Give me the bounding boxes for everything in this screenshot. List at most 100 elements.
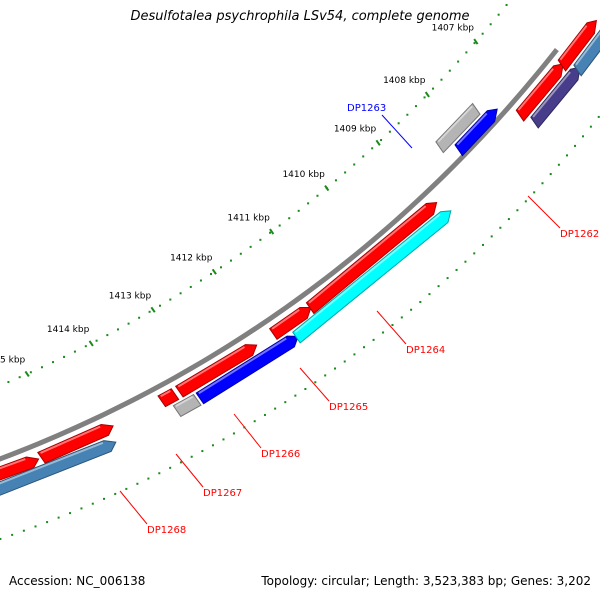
scale-dot [40, 366, 43, 369]
gene-red-7-highlight [517, 68, 554, 111]
inner-dot [201, 450, 204, 453]
scale-ruler [0, 4, 600, 540]
inner-dot [464, 260, 467, 263]
inner-dot [372, 338, 375, 341]
inner-dot [516, 209, 519, 212]
scale-dot [334, 179, 337, 182]
scale-dot [307, 202, 310, 205]
inner-dot [125, 487, 128, 490]
scale-dot [457, 60, 460, 63]
scale-tick [473, 38, 479, 45]
scale-dot [288, 217, 291, 220]
inner-dot [391, 324, 394, 327]
inner-dot [541, 182, 544, 185]
inner-dot [274, 407, 277, 410]
gene-label-dp1268: DP1268 [147, 525, 186, 536]
scale-dot [29, 371, 32, 374]
gene-red-1-highlight [0, 458, 26, 470]
inner-dot [222, 438, 225, 441]
inner-dot [253, 420, 256, 423]
inner-dot [410, 308, 413, 311]
gene-label-dp1263: DP1263 [347, 103, 386, 114]
scale-dot [269, 231, 272, 234]
scale-labels: 1407 kbp 1408 kbp 1409 kbp 1410 kbp 1411 kbp… [0, 23, 479, 377]
scale-dot [106, 334, 109, 337]
scale-tick [269, 228, 275, 235]
label-leader-dp1263 [381, 114, 413, 149]
scale-dot [169, 298, 172, 301]
inner-dot [363, 346, 366, 349]
gene-features [0, 19, 600, 496]
scale-dot [259, 238, 262, 241]
scale-dot [473, 42, 476, 45]
cds-gray-1 [172, 393, 202, 418]
scale-dot [138, 316, 141, 319]
scale-dot [158, 304, 161, 307]
scale-label: 1413 kbp [109, 291, 152, 301]
scale-dot [489, 23, 492, 26]
inner-dot [232, 432, 235, 435]
scale-dot [423, 96, 426, 99]
inner-dot [482, 243, 485, 246]
scale-dot [52, 361, 55, 364]
inner-dot [419, 300, 422, 303]
inner-dot [57, 516, 60, 519]
gene-red-3 [157, 388, 180, 408]
inner-dot [294, 394, 297, 397]
scale-dot [63, 355, 66, 358]
inner-dot [80, 507, 83, 510]
scale-dot [344, 171, 347, 174]
inner-dot [136, 482, 139, 485]
scale-tick [24, 370, 30, 377]
gene-red-6-highlight [308, 205, 427, 304]
inner-dot [333, 367, 336, 370]
scale-dot [432, 87, 435, 90]
scale-label: 1414 kbp [47, 325, 90, 335]
inner-dot [0, 537, 2, 540]
scale-dot [465, 51, 468, 54]
inner-dot [22, 529, 25, 532]
cds-blue-2-highlight [456, 112, 488, 146]
scale-label: 1415 kbp [0, 356, 26, 366]
scale-label: 1411 kbp [227, 213, 270, 223]
inner-dot [103, 497, 106, 500]
scale-label: 1409 kbp [334, 125, 377, 135]
inner-dot [499, 226, 502, 229]
scale-dot [388, 130, 391, 133]
inner-dot [114, 492, 117, 495]
gene-red-7 [515, 63, 564, 122]
scale-dot [189, 285, 192, 288]
scale-dot [199, 279, 202, 282]
inner-dot [507, 218, 510, 221]
cds-gray-1-highlight [175, 395, 194, 407]
gene-label-dp1265: DP1265 [329, 402, 368, 413]
inner-dot [574, 144, 577, 147]
scale-dot [210, 272, 213, 275]
scale-dot [414, 105, 417, 108]
scale-dot [278, 224, 281, 227]
inner-dot [324, 374, 327, 377]
cds-steelblue-1-highlight [0, 441, 104, 485]
inner-dot [284, 401, 287, 404]
scale-dot [497, 13, 500, 16]
scale-dot [148, 310, 151, 313]
inner-dot [428, 293, 431, 296]
inner-dot [314, 381, 317, 384]
scale-tick [375, 139, 381, 146]
inner-dot [263, 413, 266, 416]
scale-dot [18, 376, 21, 379]
inner-dot [597, 115, 600, 118]
inner-dot [549, 173, 552, 176]
gene-label-dp1266: DP1266 [261, 449, 300, 460]
cds-cyan-1-highlight [294, 213, 441, 334]
scale-tick [211, 268, 217, 275]
scale-dot [316, 194, 319, 197]
scale-dot [249, 245, 252, 248]
scale-dot [505, 4, 508, 7]
backbone-line [0, 47, 559, 462]
inner-dot [524, 200, 527, 203]
scale-label: 1412 kbp [170, 253, 213, 263]
inner-dot [455, 268, 458, 271]
inner-dot [589, 125, 592, 128]
